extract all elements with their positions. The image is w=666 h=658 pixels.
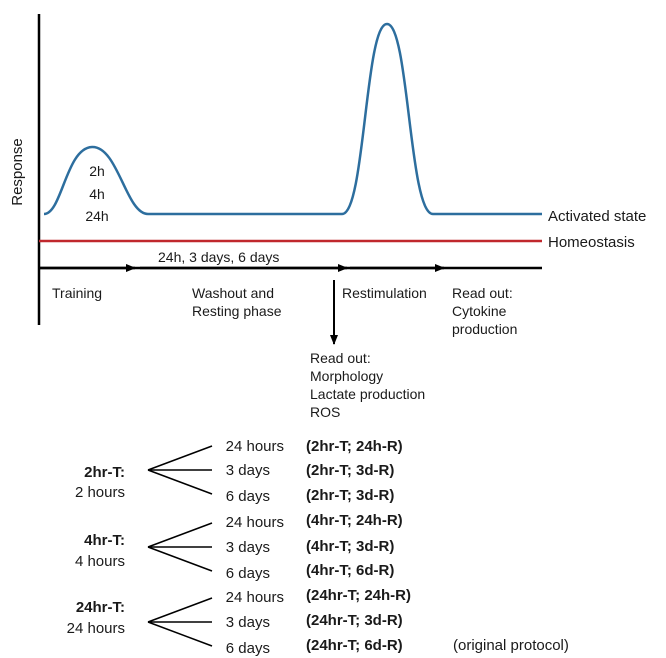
branch-line: [147, 621, 213, 647]
group-duration: 24 hours: [67, 620, 125, 637]
readout-morphology-line4: ROS: [310, 404, 340, 420]
branch-rest: 3 days: [226, 539, 270, 556]
branch-line: [147, 597, 213, 623]
peak-label-4h: 4h: [89, 186, 105, 202]
group-duration: 4 hours: [75, 553, 125, 570]
branch-protocol-label: (24hr-T; 3d-R): [306, 612, 403, 629]
phase-restimulation-label: Restimulation: [342, 285, 427, 301]
branch-protocol-label: (2hr-T; 3d-R): [306, 487, 394, 504]
group-code: 24hr-T:: [76, 599, 125, 616]
branch-line: [147, 469, 213, 495]
readout-cytokine-line3: production: [452, 321, 517, 337]
readout-morphology-line3: Lactate production: [310, 386, 425, 402]
branch-rest: 3 days: [226, 614, 270, 631]
branch-protocol-label: (2hr-T; 3d-R): [306, 462, 394, 479]
readout-morphology-line2: Morphology: [310, 368, 383, 384]
protocol-group-24hr: 24hr-T: 24 hours 24 hours 3 days 6 days …: [67, 587, 569, 657]
peak-label-2h: 2h: [89, 163, 105, 179]
readout-cytokine-line1: Read out:: [452, 285, 513, 301]
group-code: 2hr-T:: [84, 464, 125, 481]
phase-washout-line1: Washout and: [192, 285, 274, 301]
readout-morphology-line1: Read out:: [310, 350, 371, 366]
branch-protocol-label: (24hr-T; 6d-R): [306, 637, 403, 654]
branch-rest: 24 hours: [226, 589, 284, 606]
branch-line: [147, 546, 213, 572]
branch-line: [147, 445, 213, 471]
response-curve: [43, 22, 542, 216]
readout-cytokine-line2: Cytokine: [452, 303, 507, 319]
peak-label-24h: 24h: [85, 208, 108, 224]
original-protocol-note: (original protocol): [453, 637, 569, 654]
branch-protocol-label: (4hr-T; 24h-R): [306, 512, 403, 529]
phase-washout-line2: Resting phase: [192, 303, 282, 319]
timeline-label: 24h, 3 days, 6 days: [158, 249, 279, 265]
branch-rest: 6 days: [226, 565, 270, 582]
branch-rest: 24 hours: [226, 514, 284, 531]
branch-protocol-label: (2hr-T; 24h-R): [306, 438, 403, 455]
branch-rest: 6 days: [226, 640, 270, 657]
branch-protocol-label: (24hr-T; 24h-R): [306, 587, 411, 604]
protocol-group-2hr: 2hr-T: 2 hours 24 hours 3 days 6 days (2…: [75, 438, 403, 505]
branch-protocol-label: (4hr-T; 6d-R): [306, 562, 394, 579]
group-code: 4hr-T:: [84, 532, 125, 549]
branch-protocol-label: (4hr-T; 3d-R): [306, 538, 394, 555]
branch-rest: 24 hours: [226, 438, 284, 455]
y-axis-label: Response: [9, 138, 26, 206]
phase-training-label: Training: [52, 285, 102, 301]
activated-state-label: Activated state: [548, 208, 646, 225]
branch-line: [147, 522, 213, 548]
branch-rest: 6 days: [226, 488, 270, 505]
branch-rest: 3 days: [226, 462, 270, 479]
protocol-group-4hr: 4hr-T: 4 hours 24 hours 3 days 6 days (4…: [75, 512, 403, 582]
group-duration: 2 hours: [75, 484, 125, 501]
homeostasis-label: Homeostasis: [548, 234, 635, 251]
